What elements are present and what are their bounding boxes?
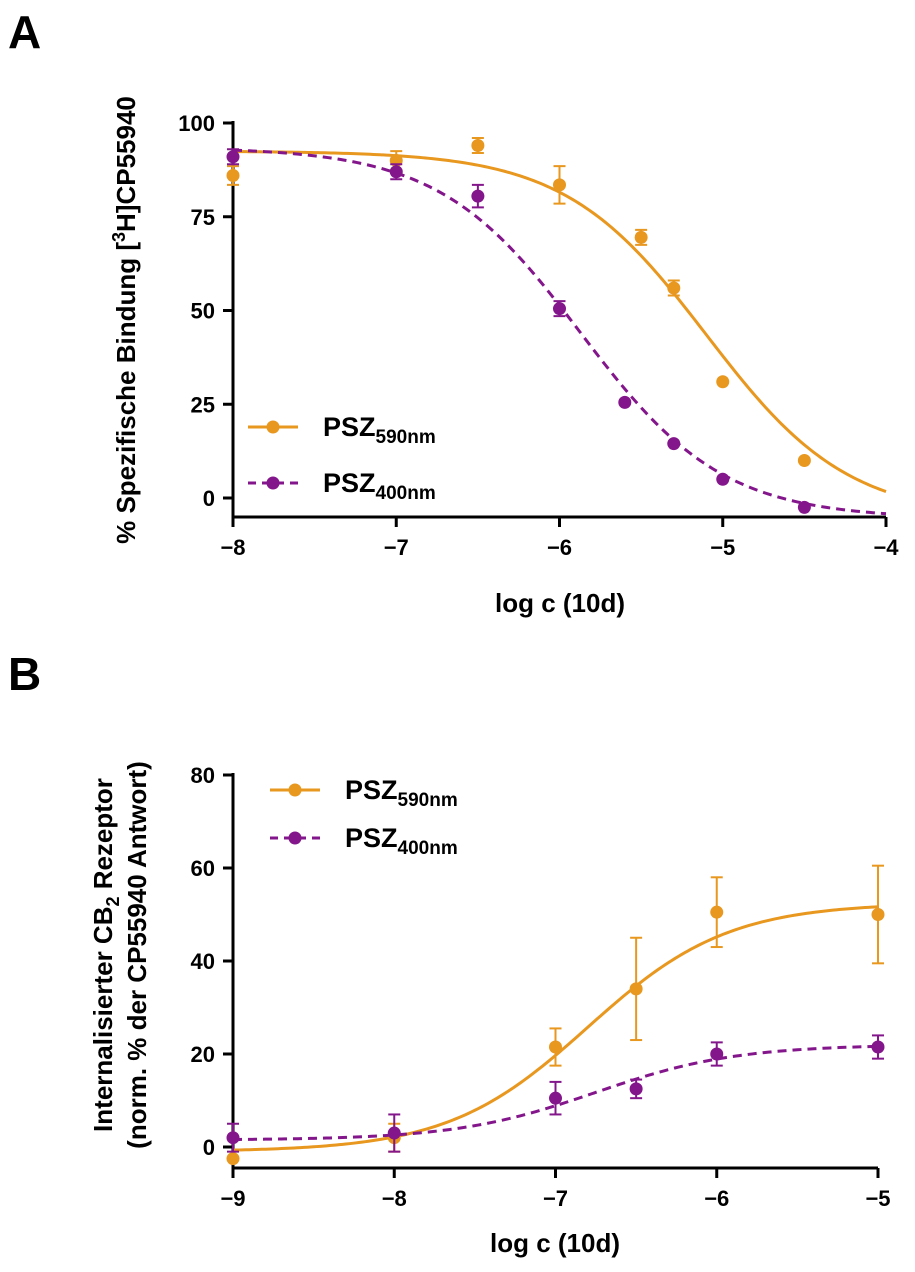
pb-data-point-400nm xyxy=(871,1040,885,1054)
svg-text:% Spezifische Bindung [3H]CP55: % Spezifische Bindung [3H]CP55940 xyxy=(109,96,141,544)
panel-label-b: B xyxy=(8,648,41,700)
pa-x-tick-label: −4 xyxy=(873,535,899,560)
legend-marker-psz400-a xyxy=(266,476,280,490)
pa-x-tick-label: −8 xyxy=(220,535,245,560)
pb-y-tick-label: 60 xyxy=(191,856,215,881)
panel-a-ylabel-pre: % Spezifische Bindung [ xyxy=(111,242,141,544)
pa-data-point-590nm xyxy=(634,230,648,244)
pb-x-tick-label: −9 xyxy=(220,1186,245,1211)
pa-data-point-590nm xyxy=(471,139,485,152)
pa-data-point-590nm xyxy=(667,281,681,295)
panel-b-ylabel-line2: (norm. % der CP55940 Antwort) xyxy=(122,761,152,1149)
panel-label-a: A xyxy=(8,6,41,58)
legend-marker-psz590-a xyxy=(266,420,280,434)
panel-a-plot: 0 25 50 75 100 −8 −7 −6 −5 −4 xyxy=(178,111,899,560)
panel-b-legend: PSZ590nm PSZ400nm xyxy=(270,775,458,859)
legend-label-psz590-b: PSZ xyxy=(345,775,398,805)
pa-x-tick-label: −6 xyxy=(547,535,572,560)
panel-a: A % Spezifische Bindung [3H]CP55940 log … xyxy=(8,6,899,618)
pb-fit-curve-400nm xyxy=(232,1044,879,1141)
legend-sub-psz400-a: 400nm xyxy=(376,483,436,504)
pb-y-tick-label: 0 xyxy=(203,1135,215,1160)
panel-a-ylabel-post: H]CP55940 xyxy=(111,96,141,232)
svg-text:PSZ400nm: PSZ400nm xyxy=(345,823,458,859)
pa-y-tick-label: 0 xyxy=(203,486,215,511)
pa-y-tick-label: 50 xyxy=(191,299,215,324)
pa-y-tick-label: 100 xyxy=(178,111,215,136)
pb-data-point-400nm xyxy=(387,1126,401,1140)
panel-b-x-axis-title: log c (10d) xyxy=(490,1228,620,1258)
svg-text:Internalisierter CB2 Rezeptor: Internalisierter CB2 Rezeptor xyxy=(88,778,123,1132)
legend-sub-psz590-a: 590nm xyxy=(376,427,436,448)
svg-text:PSZ590nm: PSZ590nm xyxy=(323,412,436,448)
panel-b-ylabel-sub: 2 xyxy=(103,897,123,907)
panel-b: B Internalisierter CB2 Rezeptor (norm. %… xyxy=(8,648,891,1258)
pa-data-point-590nm xyxy=(553,178,566,192)
pb-y-tick-label: 20 xyxy=(191,1042,215,1067)
panel-a-x-axis-title: log c (10d) xyxy=(495,588,625,618)
legend-item-psz590-b: PSZ590nm xyxy=(270,775,458,811)
pa-x-tick-label: −5 xyxy=(710,535,735,560)
pb-data-point-590nm xyxy=(226,1152,240,1166)
pa-data-point-400nm xyxy=(716,472,730,486)
panel-b-ylabel-pre: Internalisierter CB xyxy=(88,907,118,1132)
pb-x-tick-label: −6 xyxy=(704,1186,729,1211)
panel-a-y-axis-title: % Spezifische Bindung [3H]CP55940 xyxy=(109,96,141,544)
pb-y-tick-label: 80 xyxy=(191,763,215,788)
pa-data-point-400nm xyxy=(226,150,240,164)
pa-data-point-400nm xyxy=(667,437,681,451)
legend-item-psz590-a: PSZ590nm xyxy=(248,412,436,448)
panel-a-legend: PSZ590nm PSZ400nm xyxy=(248,412,436,504)
legend-item-psz400-b: PSZ400nm xyxy=(270,823,458,859)
legend-sub-psz590-b: 590nm xyxy=(398,790,458,811)
pb-x-tick-label: −8 xyxy=(382,1186,407,1211)
pb-data-point-590nm xyxy=(871,908,885,921)
pa-y-tick-label: 25 xyxy=(191,392,215,417)
pb-y-tick-label: 40 xyxy=(191,949,215,974)
pa-data-point-400nm xyxy=(389,165,403,179)
pa-data-point-400nm xyxy=(618,395,632,409)
pb-data-point-400nm xyxy=(710,1047,724,1061)
pa-data-point-400nm xyxy=(553,302,566,316)
legend-marker-psz590-b xyxy=(288,783,302,797)
pa-data-point-590nm xyxy=(716,375,730,389)
pa-data-point-400nm xyxy=(471,189,485,203)
pb-x-tick-label: −5 xyxy=(865,1186,890,1211)
pa-x-tick-label: −7 xyxy=(384,535,409,560)
legend-sub-psz400-b: 400nm xyxy=(398,838,458,859)
pb-x-tick-label: −7 xyxy=(543,1186,568,1211)
pa-data-point-590nm xyxy=(226,169,240,182)
legend-label-psz400-b: PSZ xyxy=(345,823,398,853)
svg-text:PSZ400nm: PSZ400nm xyxy=(323,468,436,504)
pa-fit-curve-400nm xyxy=(232,148,887,516)
legend-marker-psz400-b xyxy=(288,831,302,845)
pa-y-tick-label: 75 xyxy=(191,205,215,230)
pb-data-point-590nm xyxy=(629,982,643,996)
legend-label-psz400-a: PSZ xyxy=(323,468,376,498)
panel-a-ylabel-sup: 3 xyxy=(109,232,129,242)
pa-data-point-590nm xyxy=(797,454,811,467)
pa-data-point-400nm xyxy=(797,500,811,514)
legend-item-psz400-a: PSZ400nm xyxy=(248,468,436,504)
panel-b-ylabel-post: Rezeptor xyxy=(88,778,118,896)
panel-b-plot: 0 20 40 60 80 −9 −8 −7 −6 −5 xyxy=(191,763,891,1211)
pb-data-point-590nm xyxy=(710,905,724,919)
legend-label-psz590-a: PSZ xyxy=(323,412,376,442)
svg-text:PSZ590nm: PSZ590nm xyxy=(345,775,458,811)
pb-data-point-590nm xyxy=(549,1040,562,1054)
panel-b-y-axis-title: Internalisierter CB2 Rezeptor (norm. % d… xyxy=(88,761,152,1149)
pb-data-point-400nm xyxy=(629,1082,643,1096)
pb-data-point-400nm xyxy=(549,1091,562,1105)
pb-data-point-400nm xyxy=(226,1131,240,1145)
